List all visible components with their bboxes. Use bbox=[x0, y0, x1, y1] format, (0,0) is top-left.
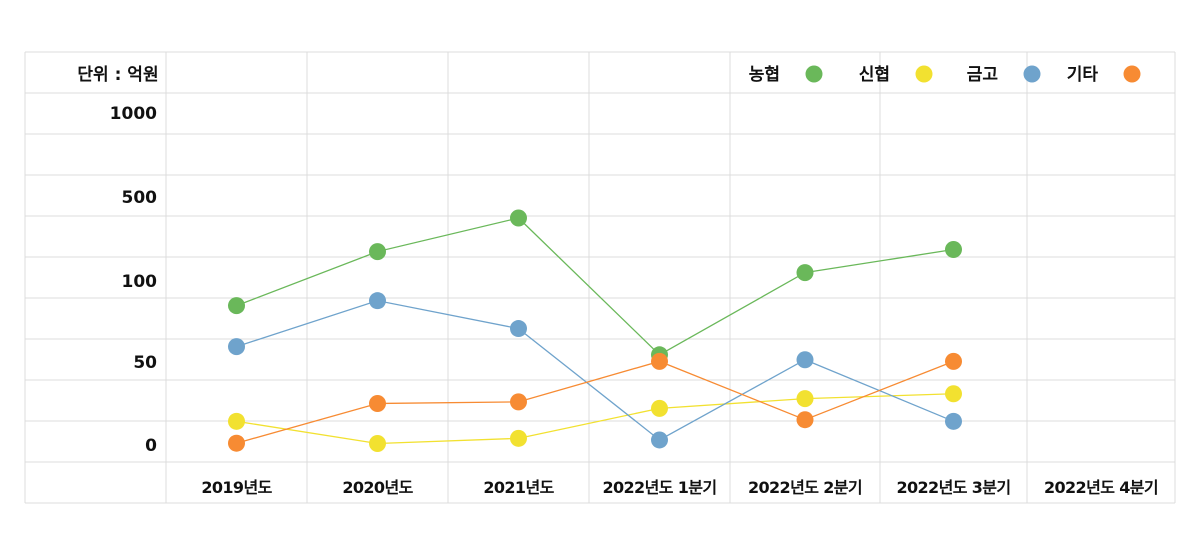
data-point bbox=[228, 297, 245, 315]
series-lines bbox=[236, 217, 954, 445]
legend-label: 신협 bbox=[859, 64, 890, 85]
data-point bbox=[369, 243, 386, 261]
x-tick-label: 2022년도 1분기 bbox=[602, 478, 716, 497]
data-point bbox=[369, 395, 386, 412]
data-point bbox=[510, 393, 527, 411]
grid-lines bbox=[24, 51, 1176, 504]
legend-label: 기타 bbox=[1067, 65, 1099, 85]
legend-label: 금고 bbox=[967, 65, 999, 85]
y-tick-label: 0 bbox=[145, 436, 157, 456]
legend-label: 농협 bbox=[749, 64, 780, 85]
x-tick-label: 2022년도 3분기 bbox=[896, 478, 1010, 497]
data-point bbox=[945, 412, 962, 430]
data-point bbox=[369, 435, 386, 453]
x-tick-label: 2019년도 bbox=[201, 478, 272, 497]
data-point bbox=[651, 399, 668, 417]
legend-marker bbox=[805, 65, 823, 83]
data-point bbox=[510, 320, 527, 338]
y-tick-label: 50 bbox=[133, 353, 157, 373]
data-point bbox=[796, 411, 814, 429]
series-line bbox=[236, 217, 954, 356]
data-point bbox=[945, 385, 962, 403]
unit-label: 단위 : 억원 bbox=[77, 65, 158, 85]
x-tick-label: 2022년도 2분기 bbox=[748, 478, 862, 497]
data-point bbox=[651, 431, 668, 449]
y-tick-label: 1000 bbox=[110, 104, 157, 124]
data-point bbox=[945, 352, 962, 370]
legend: 농협 신협 금고 기타 bbox=[749, 64, 1141, 85]
data-point bbox=[796, 351, 814, 369]
data-point bbox=[228, 338, 245, 356]
data-point bbox=[510, 209, 527, 227]
y-tick-label: 500 bbox=[122, 188, 158, 208]
series-line bbox=[236, 393, 954, 445]
series-points bbox=[228, 209, 962, 453]
x-tick-label: 2022년도 4분기 bbox=[1044, 478, 1158, 497]
data-point bbox=[510, 429, 527, 447]
legend-marker bbox=[1023, 65, 1041, 83]
data-point bbox=[228, 412, 245, 430]
legend-marker bbox=[915, 65, 933, 83]
y-tick-label: 100 bbox=[122, 272, 158, 292]
data-point bbox=[796, 264, 814, 282]
data-point bbox=[369, 292, 386, 310]
series-line bbox=[236, 300, 954, 441]
x-tick-label: 2021년도 bbox=[483, 478, 554, 497]
legend-marker bbox=[1123, 65, 1141, 83]
data-point bbox=[228, 434, 245, 452]
data-point bbox=[945, 241, 962, 258]
data-point bbox=[651, 352, 668, 370]
series-line bbox=[236, 360, 954, 444]
data-point bbox=[796, 390, 814, 408]
x-axis-ticks: 2019년도 2020년도 2021년도 2022년도 1분기 2022년도 2분기 20… bbox=[201, 478, 1158, 497]
x-tick-label: 2020년도 bbox=[342, 478, 413, 497]
